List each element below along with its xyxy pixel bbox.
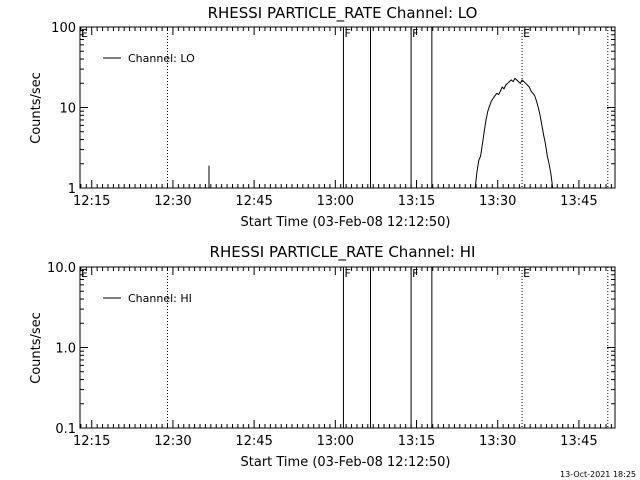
x-tick-label: 13:15 [398,434,435,449]
x-tick-label: 12:15 [73,194,110,209]
chart-panel-1: RHESSI PARTICLE_RATE Channel: LO Counts/s… [29,4,616,230]
x-tick-label: 12:15 [73,434,110,449]
event-line-label: F [344,27,350,40]
chart-title: RHESSI PARTICLE_RATE Channel: LO [208,4,478,23]
x-tick-label: 13:30 [479,194,516,209]
corner-marker: E [81,27,88,40]
y-tick-label: 10.0 [47,261,76,276]
x-tick-label: 13:00 [317,194,354,209]
y-tick-label: 10 [59,102,76,117]
event-line-label: F [412,27,418,40]
event-line-label: F [412,267,418,280]
x-tick-label: 12:30 [154,434,191,449]
y-tick-label: 0.1 [55,422,76,437]
x-tick-label: 12:45 [235,194,272,209]
y-axis-label: Counts/sec [29,72,44,144]
series-line [474,77,554,189]
x-tick-label: 13:45 [560,194,597,209]
y-tick-label: 100 [51,21,76,36]
y-axis-label: Counts/sec [29,312,44,384]
x-tick-label: 13:00 [317,434,354,449]
legend-label: Channel: HI [128,292,192,305]
x-axis-label: Start Time (03-Feb-08 12:12:50) [241,455,451,470]
x-tick-label: 12:30 [154,194,191,209]
x-tick-label: 13:30 [479,434,516,449]
x-tick-label: 13:15 [398,194,435,209]
event-line-label: E [523,267,530,280]
legend-label: Channel: LO [128,52,195,65]
render-timestamp: 13-Oct-2021 18:25 [560,470,636,479]
chart-panel-2: RHESSI PARTICLE_RATE Channel: HI Counts/s… [29,243,616,470]
corner-marker: E [81,267,88,280]
x-tick-label: 13:45 [560,434,597,449]
x-tick-label: 12:45 [235,434,272,449]
x-axis-label: Start Time (03-Feb-08 12:12:50) [241,215,451,230]
chart-title: RHESSI PARTICLE_RATE Channel: HI [210,243,476,262]
event-line-label: F [344,267,350,280]
event-line-label: E [523,27,530,40]
y-tick-label: 1 [68,182,76,197]
y-tick-label: 1.0 [55,342,76,357]
